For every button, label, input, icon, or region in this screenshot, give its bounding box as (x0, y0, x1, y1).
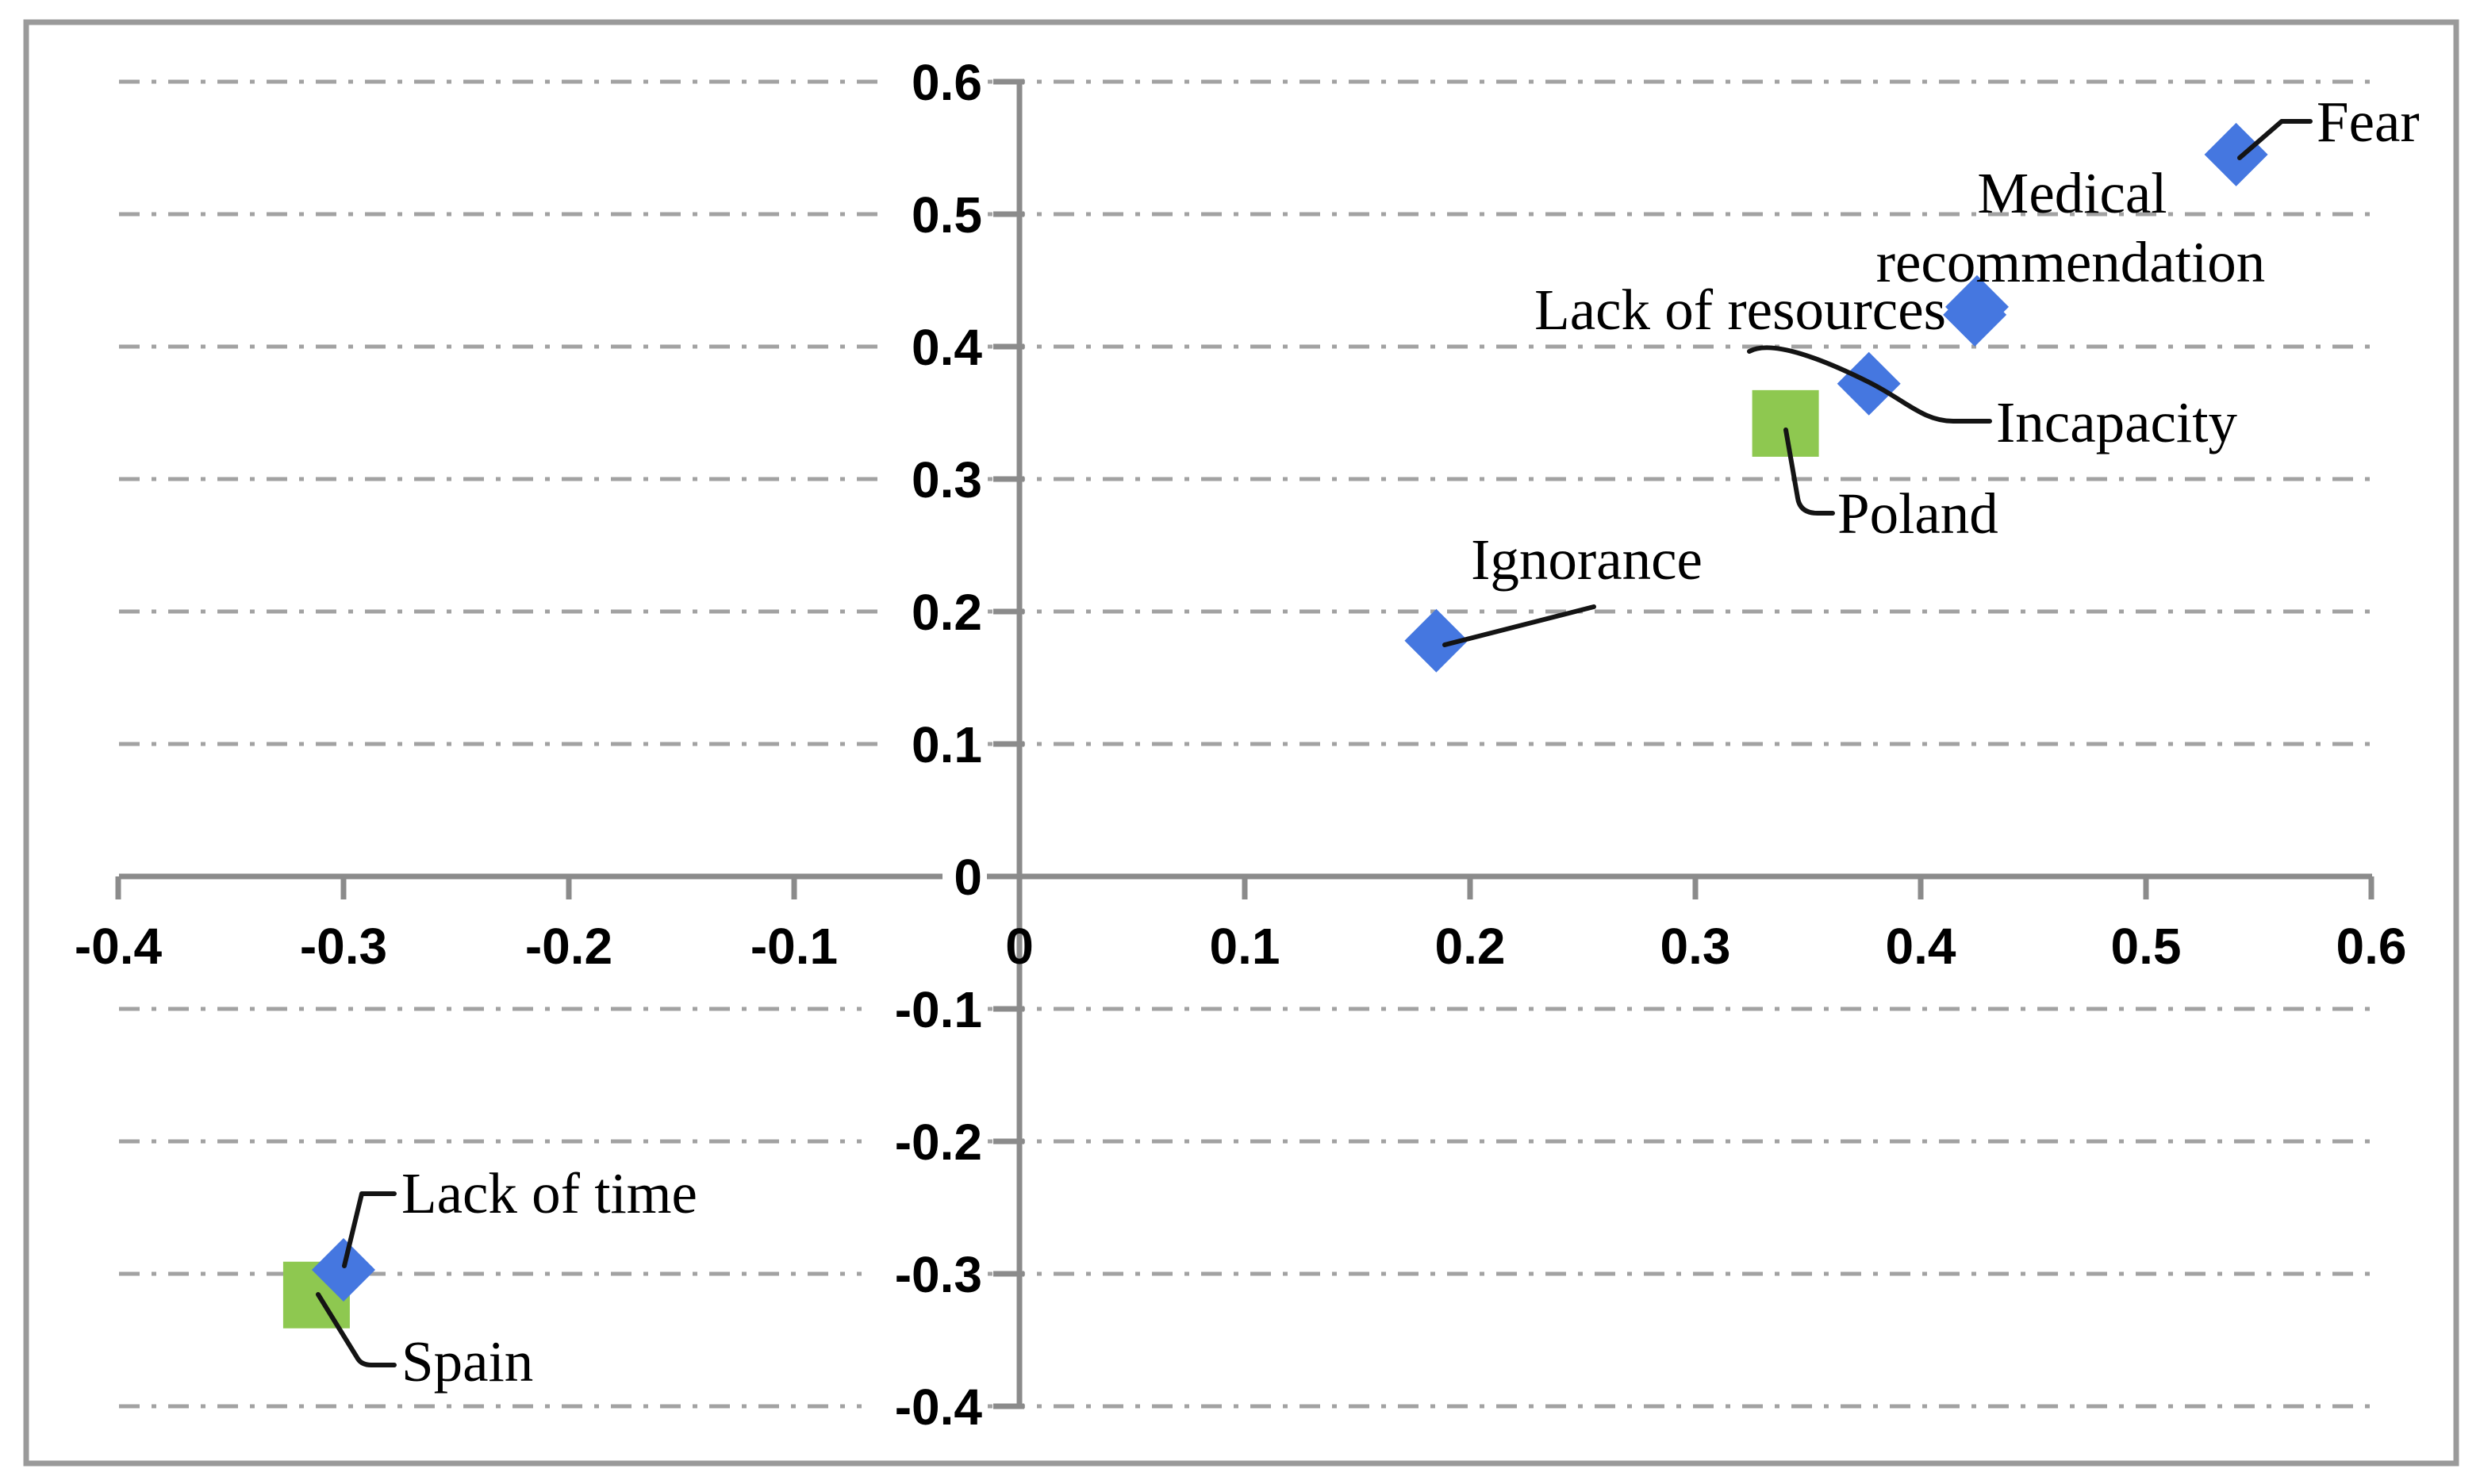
x-tick-label-0.3: 0.3 (1660, 918, 1731, 975)
callout-label-lack-of-resources: Lack of resources (1534, 278, 1946, 342)
point-marker-fear (2204, 122, 2268, 186)
point-marker-lack-of-time (312, 1237, 375, 1302)
y-tick-label-bg--0.3 (862, 1248, 987, 1299)
x-tick-label--0.1: -0.1 (751, 918, 838, 975)
point-marker-lack-of-resources (1943, 282, 2007, 347)
y-tick-label--0.1: -0.1 (895, 981, 982, 1038)
y-tick-label-0.6: 0.6 (912, 54, 982, 111)
y-tick-label-bg-0.2 (889, 586, 987, 637)
data-points-group (282, 122, 2268, 1329)
leader-line-incapacity (1747, 345, 1992, 424)
y-tick-label-bg-0.5 (889, 189, 987, 240)
gridlines-group (119, 79, 2372, 1409)
y-tick-label-0.4: 0.4 (912, 319, 982, 376)
leader-lines-group (316, 119, 2313, 1367)
leader-line-fear (2237, 119, 2313, 160)
y-tick-label-0.2: 0.2 (912, 584, 982, 641)
leader-line-spain (316, 1292, 397, 1367)
y-tick-label--0.4: -0.4 (895, 1379, 983, 1436)
x-tick-label-0.4: 0.4 (1886, 918, 1956, 975)
callout-label-poland: Poland (1837, 481, 1998, 546)
tick-labels-group: -0.4 -0.3 -0.2 -0.1 0 0.1 0.2 0.3 0.4 0.5 0.6 0.6 0.… (75, 54, 2407, 1436)
callout-label-fear: Fear (2317, 90, 2420, 154)
x-tick-label-0.1: 0.1 (1210, 918, 1280, 975)
y-tick-label-0.3: 0.3 (912, 451, 982, 508)
y-tick-label-0: 0 (954, 849, 982, 906)
y-tick-label-bg-0 (942, 851, 987, 902)
y-tick-label-0.1: 0.1 (912, 716, 982, 773)
y-tick-label--0.3: -0.3 (895, 1246, 982, 1303)
leader-line-ignorance (1442, 604, 1596, 647)
y-tick-label--0.2: -0.2 (895, 1114, 982, 1171)
x-tick-label--0.2: -0.2 (525, 918, 612, 975)
callout-label-lack-of-time: Lack of time (401, 1161, 697, 1225)
y-tick-label-bg-0.4 (889, 321, 987, 372)
y-tick-label-bg-0.1 (889, 719, 987, 769)
point-marker-poland (1752, 389, 1819, 457)
x-tick-label--0.4: -0.4 (75, 918, 163, 975)
point-marker-ignorance (1404, 608, 1468, 673)
callout-label-medical: Medical (1977, 161, 2167, 225)
callout-label-recommendation: recommendation (1876, 230, 2266, 294)
y-tick-label-0.5: 0.5 (912, 186, 982, 243)
x-tick-label-0.5: 0.5 (2111, 918, 2182, 975)
leader-line-lack-of-time (342, 1191, 397, 1268)
x-tick-label-0: 0 (1005, 918, 1034, 975)
callout-label-incapacity: Incapacity (1996, 390, 2237, 454)
axis-ticks-group (115, 79, 2374, 1409)
y-tick-label-bg--0.4 (862, 1381, 987, 1432)
tick-label-bg-group (862, 56, 987, 1432)
callout-label-ignorance: Ignorance (1471, 527, 1703, 592)
y-tick-label-bg--0.2 (862, 1116, 987, 1167)
x-tick-label-0.6: 0.6 (2336, 918, 2407, 975)
callout-label-spain: Spain (401, 1329, 533, 1394)
y-tick-label-bg--0.1 (862, 984, 987, 1034)
leader-line-poland (1783, 428, 1835, 516)
x-tick-label--0.3: -0.3 (300, 918, 387, 975)
y-tick-label-bg-0.3 (889, 454, 987, 504)
x-tick-label-0.2: 0.2 (1435, 918, 1506, 975)
y-tick-label-bg-0.6 (889, 56, 987, 107)
